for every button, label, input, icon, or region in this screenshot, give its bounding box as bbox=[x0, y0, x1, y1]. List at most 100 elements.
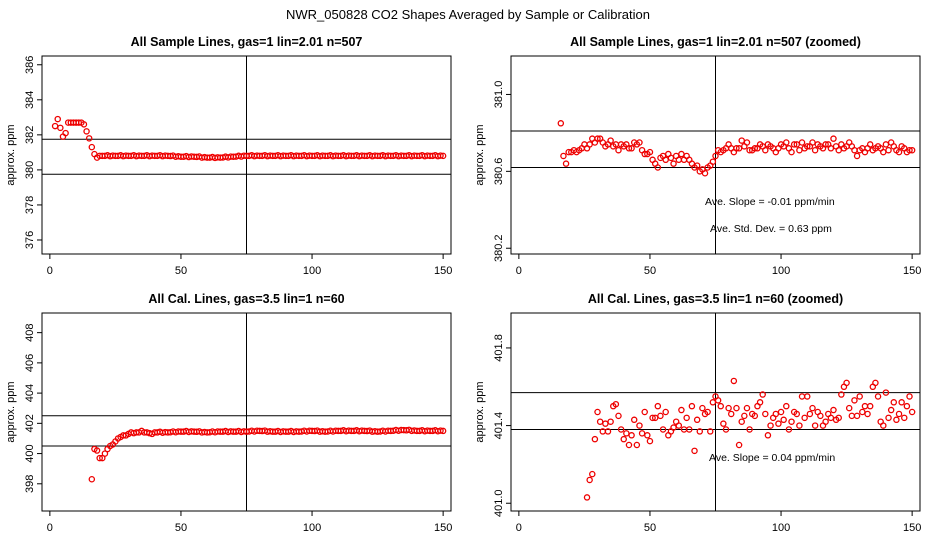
panel-4-data-point bbox=[906, 393, 913, 400]
panel-4-data-point bbox=[583, 494, 591, 501]
panel-4-data-point bbox=[746, 426, 753, 433]
panel-4-data-point bbox=[893, 416, 900, 424]
panel-2-data-point bbox=[701, 170, 709, 177]
panel-2-data-point bbox=[654, 164, 662, 171]
panel-2-data-point bbox=[733, 145, 740, 152]
panel-4-data-point bbox=[809, 404, 816, 412]
panel-4-data-point bbox=[890, 399, 898, 406]
panel-2-data-point bbox=[906, 146, 913, 154]
panel-4-data-point bbox=[620, 435, 627, 443]
panel-3-xtick-label: 150 bbox=[434, 522, 452, 534]
panel-4-data-point bbox=[636, 422, 643, 429]
panel-2-data-point bbox=[557, 120, 565, 127]
panel-4-data-point bbox=[683, 414, 690, 422]
panel-4-data-point bbox=[641, 408, 648, 416]
panel-4-data-point bbox=[903, 402, 911, 410]
panel-4-data-point bbox=[851, 397, 858, 404]
panel-2-data-point bbox=[693, 162, 701, 169]
panel-1-data-point bbox=[62, 129, 69, 137]
panel-1-title: All Sample Lines, gas=1 lin=2.01 n=507 bbox=[131, 35, 363, 49]
panel-2-data-point bbox=[709, 158, 717, 165]
panel-2-ytick-label: 380.2 bbox=[493, 234, 505, 262]
panel-3-ytick-label: 404 bbox=[24, 384, 36, 402]
panel-2-data-point bbox=[628, 145, 635, 152]
panel-4-data-point bbox=[720, 420, 727, 427]
panel-4-data-point bbox=[806, 410, 814, 418]
panel-4-data-point bbox=[722, 426, 730, 433]
panel-1-data-point bbox=[85, 135, 93, 142]
panel-4-data-point bbox=[659, 426, 667, 433]
panel-2-data-point bbox=[743, 139, 751, 146]
panel-3-data-point bbox=[101, 450, 109, 457]
panel-1-data-point bbox=[83, 128, 90, 135]
panel-4-data-point bbox=[835, 414, 842, 422]
panel-4-data-point bbox=[783, 402, 790, 410]
panel-4-data-point bbox=[762, 410, 769, 418]
panel-2-data-point bbox=[788, 148, 795, 156]
panel-2-data-point bbox=[712, 152, 719, 160]
panel-4-data-point bbox=[767, 422, 774, 429]
panel-4-data-point bbox=[615, 412, 622, 420]
panel-4-data-point bbox=[772, 410, 780, 418]
panel-1-ytick-label: 376 bbox=[24, 231, 36, 249]
panel-4-data-point bbox=[589, 470, 596, 478]
panel-2-data-point bbox=[809, 139, 816, 146]
panel-3-xtick-label: 0 bbox=[47, 522, 53, 534]
panel-3-ytick-label: 402 bbox=[24, 414, 36, 432]
panel-2-data-point bbox=[738, 137, 745, 144]
panel-3-data-point bbox=[96, 454, 103, 462]
panel-2-data-point bbox=[746, 146, 753, 154]
panel-2-data-point bbox=[798, 139, 806, 146]
panel-2-data-point bbox=[853, 152, 861, 160]
panel-1-ytick-label: 384 bbox=[24, 91, 36, 109]
panel-2-data-point bbox=[783, 139, 790, 146]
panel-2-data-point bbox=[636, 139, 643, 146]
panel-4-data-point bbox=[709, 399, 717, 406]
panel-4-data-point bbox=[756, 399, 764, 406]
panel-4-data-point bbox=[628, 432, 635, 439]
panel-4-data-point bbox=[780, 416, 787, 424]
panel-1-data-point bbox=[88, 143, 96, 151]
panel-4-data-point bbox=[686, 426, 693, 433]
panel-4-xtick-label: 0 bbox=[516, 522, 522, 534]
panel-4-data-point bbox=[633, 441, 641, 449]
panel-4-data-point bbox=[743, 404, 751, 412]
panel-2-data-point bbox=[667, 154, 675, 162]
panel-4-data-point bbox=[859, 408, 866, 416]
panel-2-data-point bbox=[908, 146, 916, 154]
panel-4-data-point bbox=[654, 402, 662, 410]
panel-2-data-point bbox=[565, 148, 572, 156]
figure-title: NWR_050828 CO2 Shapes Averaged by Sample… bbox=[286, 7, 650, 22]
panel-4-data-point bbox=[607, 418, 614, 425]
panel-4-data-point bbox=[688, 402, 696, 410]
panel-4-data-point bbox=[735, 441, 743, 449]
panel-2-xtick-label: 100 bbox=[772, 265, 790, 277]
panel-4-data-point bbox=[874, 393, 882, 400]
panel-2-data-point bbox=[827, 145, 835, 152]
panel-4-data-point bbox=[699, 404, 706, 412]
panel-4-data-point bbox=[777, 408, 785, 416]
panel-4-data-point bbox=[594, 408, 601, 416]
panel-2-data-point bbox=[594, 135, 601, 142]
panel-4-data-point bbox=[591, 435, 599, 443]
panel-4-ytick-label: 401.4 bbox=[493, 412, 505, 440]
panel-2-annotation: Ave. Slope = -0.01 ppm/min bbox=[705, 196, 835, 208]
panel-1-ylabel: approx. ppm bbox=[5, 124, 17, 185]
panel-4-data-point bbox=[801, 414, 808, 422]
panel-4-data-point bbox=[662, 408, 669, 416]
panel-4-data-point bbox=[864, 410, 871, 418]
panel-4-data-point bbox=[796, 422, 803, 429]
panel-4-data-point bbox=[670, 424, 677, 431]
panel-2-data-point bbox=[607, 137, 614, 144]
panel-4-data-point bbox=[651, 414, 659, 422]
panel-4-data-point bbox=[793, 410, 801, 418]
panel-4-data-point bbox=[798, 393, 806, 400]
panel-4-data-point bbox=[861, 402, 869, 410]
panel-4-data-point bbox=[895, 410, 903, 418]
panel-2-data-point bbox=[895, 148, 903, 156]
panel-3-xtick-label: 50 bbox=[175, 522, 187, 534]
panel-4-data-point bbox=[908, 408, 916, 416]
panel-2-data-point bbox=[882, 141, 890, 148]
panel-4-data-point bbox=[617, 426, 625, 433]
